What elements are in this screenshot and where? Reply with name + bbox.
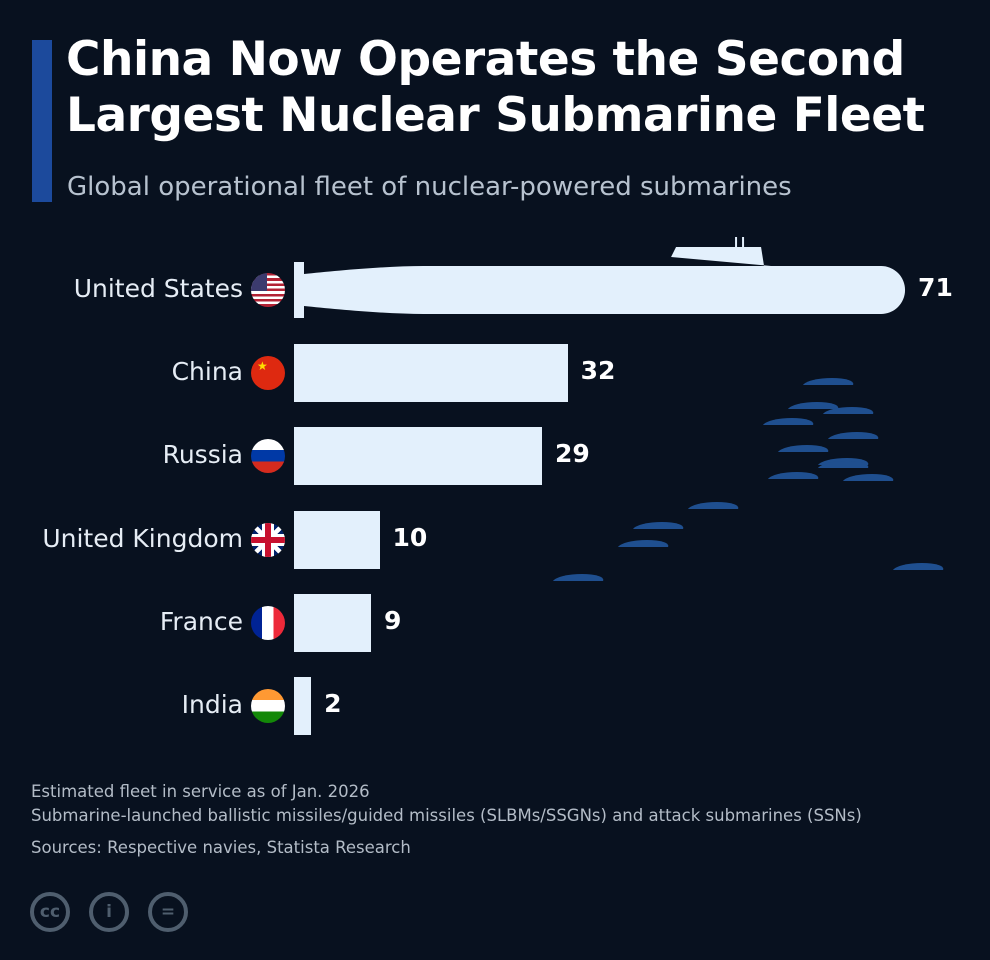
bar [294,344,568,403]
bar-row: France 9 [0,593,990,652]
category-label: Russia [162,440,243,470]
category-label: France [159,606,243,636]
fish-decoration [762,418,818,425]
periscope [742,237,745,248]
fish-decoration [552,574,608,581]
bar-row: India 2 [0,677,990,735]
bar-row: United States 71 [0,237,990,319]
china-flag-icon: ★ [251,356,285,391]
bar [294,510,380,569]
chart-title: China Now Operates the Second Largest Nuc… [66,32,925,143]
uk-flag-icon [251,522,285,557]
data-label: 32 [580,356,616,386]
title-accent-bar [32,40,52,202]
bar-row: United Kingdom 10 [0,510,990,569]
data-label: 2 [324,689,342,718]
category-label: United States [73,274,243,303]
data-label: 29 [554,439,590,469]
bar [294,593,371,652]
periscope [735,237,738,248]
data-label: 9 [383,605,402,635]
india-flag-icon [251,689,285,723]
bar-row: Russia 29 [0,427,990,486]
cc-icon: cc [30,892,70,932]
sources: Sources: Respective navies, Statista Res… [31,838,411,857]
footnote-definition: Submarine-launched ballistic missiles/gu… [31,806,862,825]
fish-decoration [687,502,743,509]
us-flag-icon [251,273,285,307]
data-label: 10 [392,522,428,552]
by-icon: i [89,892,129,932]
russia-flag-icon [251,439,285,474]
france-flag-icon [251,605,285,640]
bar-row: China ★ 32 [0,344,990,403]
bar [294,427,542,486]
data-label: 71 [918,273,953,302]
nd-icon: = [148,892,188,932]
chart-subtitle: Global operational fleet of nuclear-powe… [67,172,792,202]
category-label: India [181,690,243,719]
category-label: China [171,357,243,387]
category-label: United Kingdom [42,523,243,553]
bar [294,677,312,735]
bar-united-states-submarine [294,247,906,318]
footnote-date: Estimated fleet in service as of Jan. 20… [31,782,370,801]
